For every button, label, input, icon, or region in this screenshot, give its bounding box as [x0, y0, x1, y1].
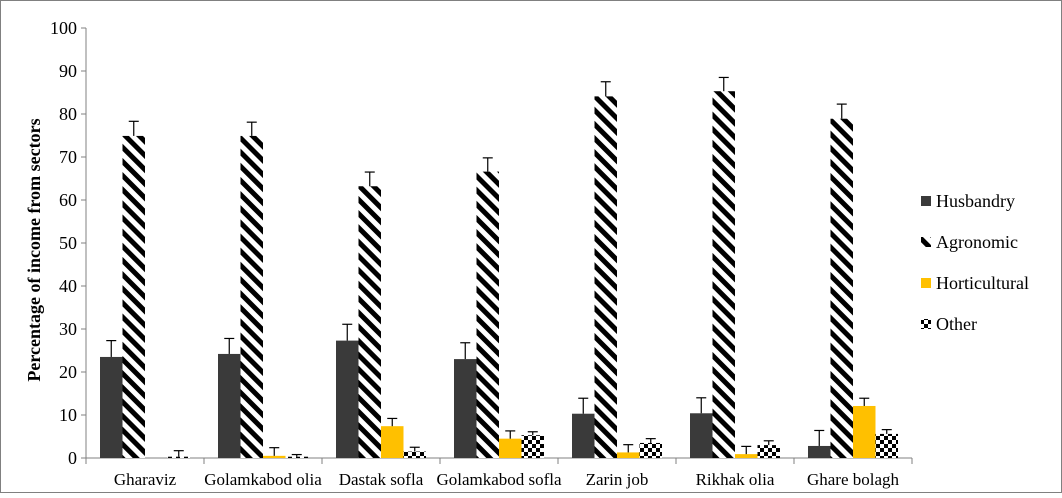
legend-label: Horticultural: [936, 273, 1029, 293]
legend-swatch: [921, 237, 931, 247]
x-tick-label: Golamkabod olia: [204, 470, 322, 489]
bar: [285, 456, 308, 458]
bar: [358, 186, 381, 459]
bar: [594, 96, 617, 459]
bar: [808, 445, 831, 458]
bar: [712, 91, 735, 459]
y-tick-label: 50: [59, 233, 77, 253]
legend-swatch: [921, 319, 931, 329]
bar: [454, 359, 477, 458]
y-tick-label: 100: [50, 18, 77, 38]
y-tick-label: 30: [59, 319, 77, 339]
y-axis: 0 10 20 30 40 50 60 70 80 90 100: [50, 18, 87, 468]
x-tick-label: Rikhak olia: [696, 470, 775, 489]
x-axis: Gharaviz Golamkabod olia Dastak sofla Golam…: [85, 457, 913, 489]
bar: [499, 438, 522, 458]
bar: [853, 405, 876, 458]
bar: [735, 454, 758, 458]
legend-label: Other: [936, 314, 977, 334]
x-tick-label: Dastak sofla: [339, 470, 424, 489]
y-tick-label: 10: [59, 405, 77, 425]
bar: [875, 433, 898, 458]
bars: [100, 91, 898, 459]
bar: [218, 353, 241, 458]
bar: [122, 135, 145, 458]
x-tick-label: Golamkabod sofla: [436, 470, 562, 489]
bar: [572, 413, 595, 458]
legend-label: Husbandry: [936, 191, 1015, 211]
y-tick-label: 70: [59, 147, 77, 167]
y-axis-title: Percentage of income from sectors: [24, 118, 44, 381]
y-tick-label: 20: [59, 362, 77, 382]
bar: [757, 445, 780, 458]
bar: [521, 435, 544, 458]
bar: [336, 340, 359, 458]
y-tick-label: 0: [68, 448, 77, 468]
legend: Husbandry Agronomic Horticultural Other: [921, 191, 1029, 334]
bar: [100, 356, 123, 458]
bar: [690, 413, 713, 458]
y-tick-label: 40: [59, 276, 77, 296]
bar: [381, 426, 404, 458]
bar: [240, 135, 263, 458]
legend-swatch: [921, 278, 931, 288]
bar: [617, 452, 640, 458]
bar: [263, 455, 286, 458]
legend-label: Agronomic: [936, 232, 1018, 252]
bar: [167, 456, 190, 458]
legend-swatch: [921, 196, 931, 206]
y-tick-label: 60: [59, 190, 77, 210]
x-tick-label: Zarin job: [586, 470, 649, 489]
x-tick-label: Ghare bolagh: [807, 470, 900, 489]
y-tick-label: 90: [59, 61, 77, 81]
x-tick-label: Gharaviz: [114, 470, 177, 489]
bar: [830, 118, 853, 458]
bar: [476, 171, 499, 458]
bar: [639, 442, 662, 458]
bar: [403, 451, 426, 458]
y-tick-label: 80: [59, 104, 77, 124]
error-bars: [106, 76, 892, 457]
